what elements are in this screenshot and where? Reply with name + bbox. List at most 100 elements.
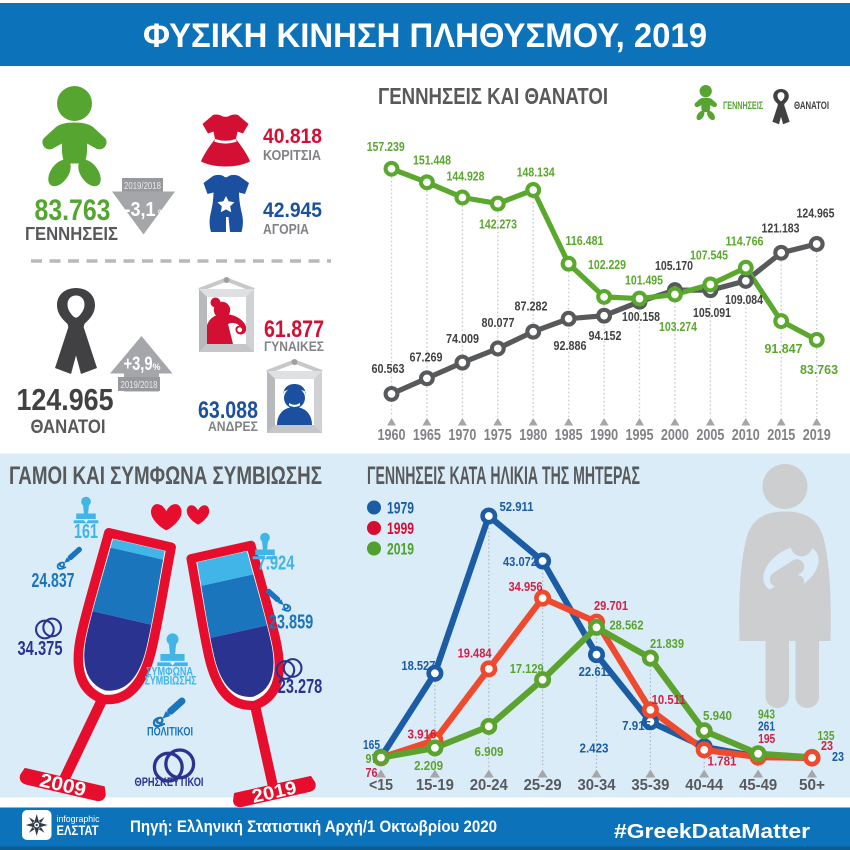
svg-text:101.495: 101.495 <box>625 274 663 288</box>
svg-text:2010: 2010 <box>732 427 760 444</box>
svg-text:83.763: 83.763 <box>35 194 111 227</box>
svg-text:144.928: 144.928 <box>447 170 485 184</box>
svg-text:17.129: 17.129 <box>510 661 544 676</box>
svg-text:61.877: 61.877 <box>264 316 324 343</box>
svg-text:52.911: 52.911 <box>500 499 534 514</box>
svg-text:ΣΥΜΦΩΝΑ: ΣΥΜΦΩΝΑ <box>146 667 193 679</box>
svg-text:35-39: 35-39 <box>631 777 669 794</box>
svg-text:165: 165 <box>363 737 380 752</box>
svg-text:42.945: 42.945 <box>263 199 322 222</box>
svg-text:195: 195 <box>758 731 775 746</box>
svg-text:1960: 1960 <box>378 427 406 444</box>
svg-text:ΓΕΝΝΗΣΕΙΣ ΚΑΙ ΘΑΝΑΤΟΙ: ΓΕΝΝΗΣΕΙΣ ΚΑΙ ΘΑΝΑΤΟΙ <box>378 83 608 109</box>
svg-text:142.273: 142.273 <box>479 218 517 232</box>
svg-text:23: 23 <box>821 738 833 753</box>
svg-text:91.847: 91.847 <box>765 342 803 356</box>
svg-text:2000: 2000 <box>661 427 689 444</box>
svg-text:5.940: 5.940 <box>703 708 732 723</box>
svg-text:2019/2018: 2019/2018 <box>124 181 161 192</box>
svg-text:%: % <box>158 208 166 218</box>
svg-text:23.278: 23.278 <box>278 676 323 698</box>
svg-text:105.091: 105.091 <box>693 306 731 320</box>
svg-text:1990: 1990 <box>590 427 618 444</box>
svg-text:+3,9: +3,9 <box>124 353 153 375</box>
svg-text:21.839: 21.839 <box>650 636 684 651</box>
svg-text:ΑΓΟΡΙΑ: ΑΓΟΡΙΑ <box>263 222 309 238</box>
svg-text:28.562: 28.562 <box>610 618 644 633</box>
svg-text:34.956: 34.956 <box>509 579 543 594</box>
svg-text:161: 161 <box>74 521 98 543</box>
svg-text:43.072: 43.072 <box>503 554 537 569</box>
svg-text:92.886: 92.886 <box>554 339 587 353</box>
svg-text:ΣΥΜΒΙΩΣΗΣ: ΣΥΜΒΙΩΣΗΣ <box>145 676 197 688</box>
svg-text:97: 97 <box>366 751 378 766</box>
svg-text:Πηγή: Ελληνική Στατιστική Αρχή: Πηγή: Ελληνική Στατιστική Αρχή/1 Οκτωβρί… <box>130 817 497 836</box>
svg-text:124.965: 124.965 <box>797 207 835 221</box>
svg-text:1965: 1965 <box>413 427 441 444</box>
svg-text:#GreekDataMatter: #GreekDataMatter <box>614 821 810 843</box>
svg-text:45-49: 45-49 <box>739 777 777 794</box>
svg-text:30-34: 30-34 <box>578 777 616 794</box>
svg-text:1975: 1975 <box>484 427 512 444</box>
svg-text:1995: 1995 <box>626 427 654 444</box>
svg-text:87.282: 87.282 <box>515 300 548 314</box>
svg-text:943: 943 <box>758 707 775 722</box>
svg-text:ΠΟΛΙΤΙΚΟΙ: ΠΟΛΙΤΙΚΟΙ <box>147 727 193 739</box>
svg-text:107.545: 107.545 <box>690 249 728 263</box>
svg-text:ΚΟΡΙΤΣΙΑ: ΚΟΡΙΤΣΙΑ <box>263 148 321 164</box>
svg-text:20-24: 20-24 <box>470 777 508 794</box>
svg-text:22.611: 22.611 <box>579 664 613 679</box>
svg-text:2.209: 2.209 <box>414 758 443 773</box>
svg-text:1979: 1979 <box>387 500 414 518</box>
svg-text:83.763: 83.763 <box>800 363 838 377</box>
svg-text:76: 76 <box>366 765 378 780</box>
svg-text:ΓΕΝΝΗΣΕΙΣ ΚΑΤΑ ΗΛΙΚΙΑ ΤΗΣ ΜΗΤΕ: ΓΕΝΝΗΣΕΙΣ ΚΑΤΑ ΗΛΙΚΙΑ ΤΗΣ ΜΗΤΕΡΑΣ <box>367 462 640 490</box>
svg-text:148.134: 148.134 <box>517 166 555 180</box>
svg-text:261: 261 <box>758 719 775 734</box>
svg-text:24.837: 24.837 <box>32 570 75 592</box>
svg-text:1.781: 1.781 <box>708 754 737 769</box>
svg-text:10.511: 10.511 <box>652 692 686 707</box>
svg-text:135: 135 <box>818 728 835 743</box>
svg-text:50+: 50+ <box>799 777 825 794</box>
svg-text:23: 23 <box>832 749 844 764</box>
svg-text:1999: 1999 <box>387 520 414 538</box>
svg-text:121.183: 121.183 <box>762 222 800 236</box>
svg-text:ΓΑΜΟΙ ΚΑΙ ΣΥΜΦΩΝΑ ΣΥΜΒΙΩΣΗΣ: ΓΑΜΟΙ ΚΑΙ ΣΥΜΦΩΝΑ ΣΥΜΒΙΩΣΗΣ <box>9 462 322 490</box>
svg-text:157.239: 157.239 <box>367 140 405 154</box>
svg-text:ΕΛΣΤΑΤ: ΕΛΣΤΑΤ <box>57 823 100 838</box>
svg-text:18.527: 18.527 <box>401 658 435 673</box>
svg-text:ΓΥΝΑΙΚΕΣ: ΓΥΝΑΙΚΕΣ <box>264 338 324 354</box>
svg-text:1970: 1970 <box>448 427 476 444</box>
svg-text:80.077: 80.077 <box>482 316 515 330</box>
svg-text:74.009: 74.009 <box>446 332 479 346</box>
svg-text:2015: 2015 <box>767 427 795 444</box>
svg-text:25-29: 25-29 <box>524 777 562 794</box>
svg-text:29.701: 29.701 <box>594 598 628 613</box>
svg-text:103.274: 103.274 <box>659 320 697 334</box>
svg-text:151.448: 151.448 <box>413 154 451 168</box>
svg-text:1980: 1980 <box>519 427 547 444</box>
svg-text:2019: 2019 <box>387 541 414 559</box>
svg-text:ΘΡΗΣΚΕΥΤΙΚΟΙ: ΘΡΗΣΚΕΥΤΙΚΟΙ <box>135 777 204 789</box>
svg-text:40-44: 40-44 <box>685 777 723 794</box>
svg-text:7.924: 7.924 <box>258 553 296 575</box>
svg-text:ΘΑΝΑΤΟΙ: ΘΑΝΑΤΟΙ <box>794 100 829 112</box>
svg-text:-3,1: -3,1 <box>125 199 156 221</box>
svg-text:6.909: 6.909 <box>475 744 504 759</box>
svg-text:ΓΕΝΝΗΣΕΙΣ: ΓΕΝΝΗΣΕΙΣ <box>25 223 118 244</box>
svg-text:23.859: 23.859 <box>269 612 314 634</box>
svg-text:124.965: 124.965 <box>17 382 114 417</box>
svg-text:7.915: 7.915 <box>622 718 651 733</box>
svg-text:34.375: 34.375 <box>18 638 63 660</box>
svg-text:%: % <box>152 362 160 372</box>
svg-text:40.818: 40.818 <box>263 125 322 148</box>
svg-text:109.084: 109.084 <box>725 293 763 307</box>
svg-text:2019: 2019 <box>803 427 831 444</box>
svg-text:105.170: 105.170 <box>655 259 693 273</box>
svg-text:94.152: 94.152 <box>589 329 622 343</box>
svg-text:ΓΕΝΝΗΣΕΙΣ: ΓΕΝΝΗΣΕΙΣ <box>723 100 763 112</box>
svg-text:15-19: 15-19 <box>416 777 454 794</box>
svg-text:19.484: 19.484 <box>458 646 493 661</box>
svg-text:67.269: 67.269 <box>410 351 443 365</box>
